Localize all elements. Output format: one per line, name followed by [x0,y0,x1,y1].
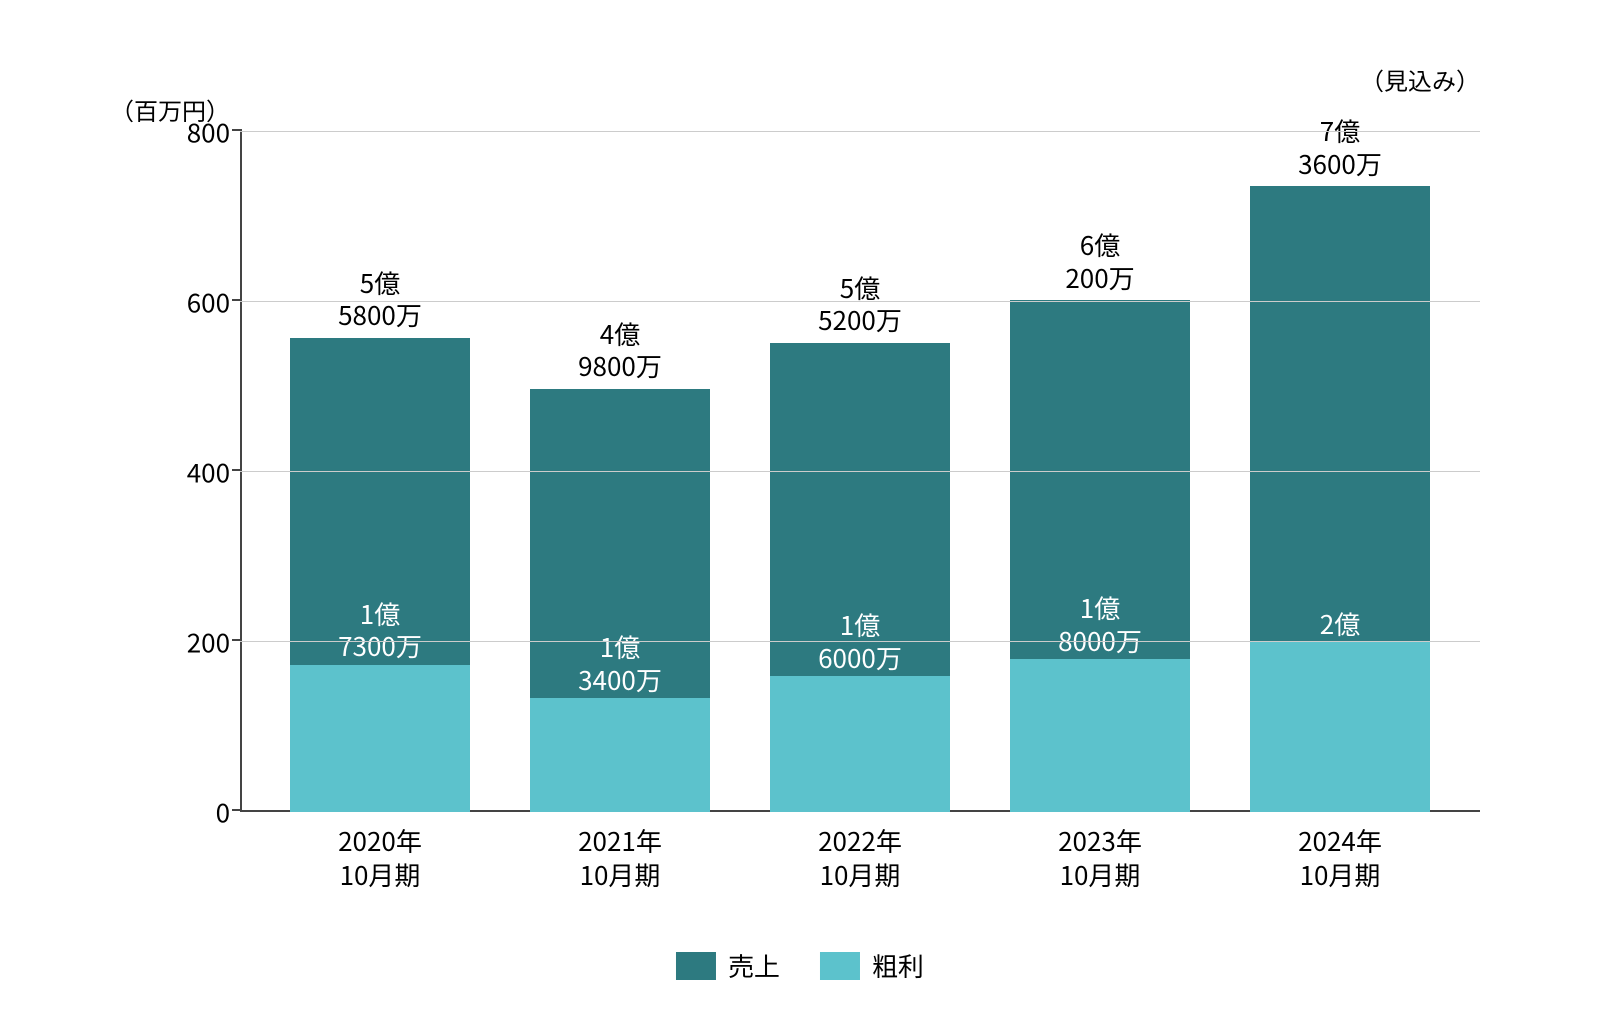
x-axis-category-label: 2022年 10月期 [770,824,950,892]
bar-value-label-profit: 1億 8000万 [1010,592,1190,657]
bar-segment-profit: 1億 7300万 [290,665,470,812]
y-tick-mark [232,809,242,811]
gridline [240,641,1480,642]
legend: 売上 粗利 [676,947,924,984]
bar-group: 5億 5800万1億 7300万 [290,338,470,812]
bar-value-label-profit: 2億 [1250,608,1430,641]
y-tick-mark [232,129,242,131]
bar-stack: 6億 200万1億 8000万 [1010,300,1190,812]
y-tick-mark [232,639,242,641]
y-tick-mark [232,299,242,301]
bar-segment-profit: 2億 [1250,642,1430,812]
bar-segment-profit: 1億 8000万 [1010,659,1190,812]
y-tick-label: 800 [160,114,230,151]
bar-segment-profit: 1億 3400万 [530,698,710,812]
bar-value-label-sales: 5億 5200万 [770,272,950,337]
bar-value-label-profit: 1億 7300万 [290,598,470,663]
x-axis-category-label: 2024年 10月期 [1250,824,1430,892]
bar-stack: 5億 5200万1億 6000万 [770,343,950,812]
legend-label: 売上 [728,947,780,984]
bar-group: 5億 5200万1億 6000万 [770,343,950,812]
bar-group: 4億 9800万1億 3400万 [530,389,710,812]
x-axis-labels: 2020年 10月期 2021年 10月期 2022年 10月期 2023年 10月期… [240,824,1480,892]
y-tick-mark [232,469,242,471]
bar-value-label-sales: 6億 200万 [1010,229,1190,294]
x-axis-category-label: 2020年 10月期 [290,824,470,892]
bars-container: 5億 5800万1億 7300万4億 9800万1億 3400万5億 5200万… [240,132,1480,812]
bar-chart: （百万円） （見込み） 5億 5800万1億 7300万4億 9800万1億 3… [50,12,1550,1012]
y-tick-label: 400 [160,454,230,491]
gridline [240,301,1480,302]
bar-segment-profit: 1億 6000万 [770,676,950,812]
gridline [240,131,1480,132]
bar-group: 7億 3600万2億 [1250,186,1430,812]
plot-area: 5億 5800万1億 7300万4億 9800万1億 3400万5億 5200万… [170,132,1480,812]
legend-swatch [676,952,716,980]
legend-item: 売上 [676,947,780,984]
bar-value-label-sales: 7億 3600万 [1250,115,1430,180]
bar-value-label-sales: 5億 5800万 [290,267,470,332]
bar-value-label-sales: 4億 9800万 [530,318,710,383]
gridline [240,471,1480,472]
y-tick-label: 600 [160,284,230,321]
bar-stack: 4億 9800万1億 3400万 [530,389,710,812]
x-axis-category-label: 2021年 10月期 [530,824,710,892]
legend-swatch [820,952,860,980]
bar-stack: 7億 3600万2億 [1250,186,1430,812]
forecast-annotation: （見込み） [1360,62,1480,97]
legend-label: 粗利 [872,947,924,984]
legend-item: 粗利 [820,947,924,984]
x-axis-category-label: 2023年 10月期 [1010,824,1190,892]
bar-group: 6億 200万1億 8000万 [1010,300,1190,812]
bar-stack: 5億 5800万1億 7300万 [290,338,470,812]
y-tick-label: 200 [160,624,230,661]
y-tick-label: 0 [160,794,230,831]
